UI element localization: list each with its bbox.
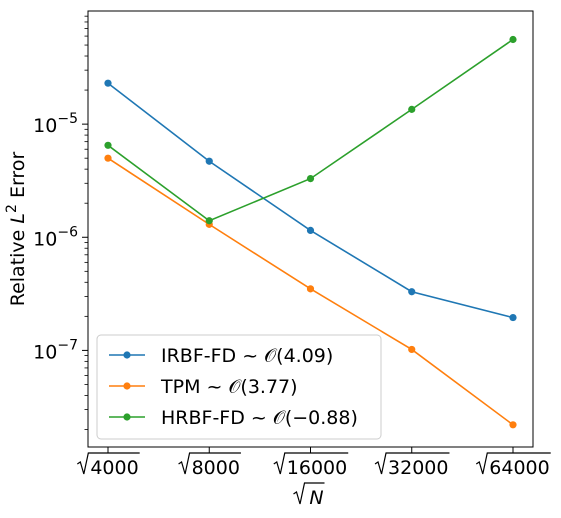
- y-tick-label: 10−7: [33, 337, 78, 363]
- svg-text:64000: 64000: [489, 457, 549, 479]
- data-point-1-0: [104, 154, 112, 162]
- data-point-2-1: [205, 217, 213, 225]
- data-point-2-0: [104, 141, 112, 149]
- data-point-1-3: [408, 345, 416, 354]
- data-point-1-2: [306, 285, 315, 293]
- svg-text:N: N: [309, 487, 323, 509]
- data-point-0-1: [205, 157, 213, 165]
- data-point-2-3: [408, 105, 416, 113]
- series-line-0: [107, 82, 514, 319]
- plot-area: [104, 35, 517, 429]
- legend-marker-2: [123, 413, 131, 421]
- legend: IRBF-FD ~ 𝒪(4.09) TPM ~ 𝒪(3.77) HRBF-FD ~ …: [96, 334, 382, 440]
- x-tick-label: 64000: [475, 452, 551, 479]
- x-tick-label: 8000: [178, 452, 241, 479]
- legend-box: [96, 334, 382, 440]
- data-point-0-2: [306, 226, 315, 234]
- svg-text:16000: 16000: [287, 457, 347, 479]
- legend-entry-2: HRBF-FD ~ 𝒪(−0.88): [161, 407, 358, 429]
- data-point-1-4: [509, 421, 517, 429]
- x-axis-label: N: [293, 482, 325, 509]
- svg-text:4000: 4000: [90, 457, 138, 479]
- y-axis-label: Relative L2 Error: [4, 152, 29, 307]
- svg-text:Relative L2 Error: Relative L2 Error: [4, 152, 29, 307]
- x-tick-label: 16000: [273, 452, 349, 479]
- svg-text:8000: 8000: [192, 457, 240, 479]
- data-point-2-4: [509, 35, 517, 44]
- x-tick-label: 4000: [76, 452, 140, 479]
- y-tick-label: 10−5: [33, 111, 78, 137]
- data-point-2-2: [306, 175, 315, 183]
- x-tick-label: 32000: [374, 452, 450, 479]
- legend-marker-1: [123, 382, 131, 390]
- legend-entry-0: IRBF-FD ~ 𝒪(4.09): [161, 345, 333, 367]
- legend-entry-1: TPM ~ 𝒪(3.77): [160, 376, 298, 398]
- data-point-0-4: [509, 313, 517, 322]
- y-tick-label: 10−6: [33, 224, 78, 250]
- svg-text:32000: 32000: [388, 457, 448, 479]
- axes: 10−7 10−6 10−5 4000 8000 16000 32000 64000 N Rela…: [4, 10, 551, 509]
- data-point-0-0: [104, 79, 112, 87]
- legend-marker-0: [123, 351, 131, 359]
- data-point-0-3: [408, 288, 416, 296]
